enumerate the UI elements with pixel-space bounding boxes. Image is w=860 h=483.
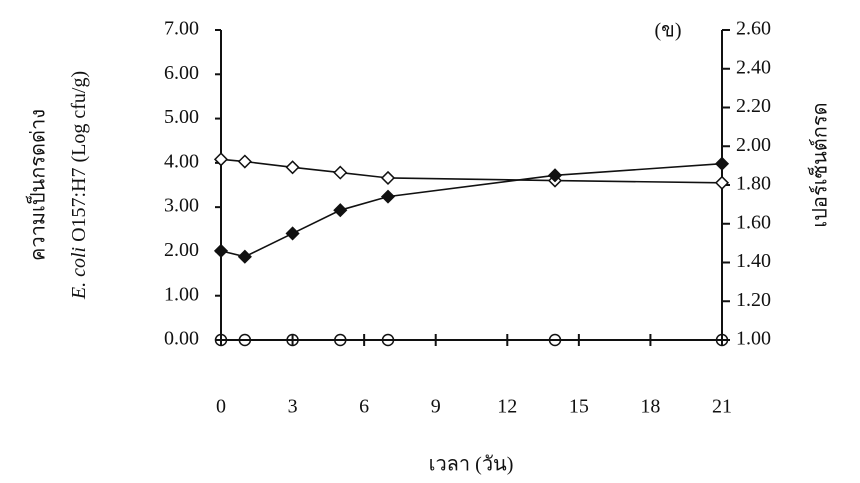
y-tick-label: 3.00 [164,195,199,217]
y-tick-label: 5.00 [164,106,199,128]
marker [716,158,728,170]
y-tick-label: 4.00 [164,150,199,172]
y-tick-label: 2.00 [164,239,199,261]
y-tick-label: 1.00 [164,283,199,305]
x-tick-label: 3 [288,396,298,418]
x-tick-label: 6 [359,396,369,418]
y2-tick-label: 1.20 [736,289,771,311]
series-line [221,159,722,182]
y2-tick-label: 1.80 [736,173,771,195]
marker [287,227,299,239]
y2-tick-label: 2.20 [736,95,771,117]
x-axis-title: เวลา (วัน) [429,454,514,476]
marker [334,167,346,179]
x-tick-label: 0 [216,396,226,418]
y2-tick-label: 2.40 [736,56,771,78]
annotation: (ข) [655,20,682,42]
chart: (ข) เวลา (วัน) ความเป็นกรดด่าง E. coli O… [0,0,860,483]
y2-tick-label: 2.00 [736,134,771,156]
x-tick-label: 15 [569,396,589,418]
marker [382,191,394,203]
marker [287,161,299,173]
marker [716,177,728,189]
marker [334,204,346,216]
y-axis-title: E. coli O157:H7 (Log cfu/g) [68,71,90,300]
marker [239,251,251,263]
y2-axis-title: เปอร์เซ็นต์กรด [807,102,832,227]
x-tick-label: 21 [712,396,732,418]
x-tick-label: 12 [497,396,517,418]
y-axis-outer-title: ความเป็นกรดด่าง [25,109,50,261]
marker [215,245,227,257]
x-tick-label: 9 [431,396,441,418]
y-tick-label: 7.00 [164,18,199,40]
marker [382,172,394,184]
y2-tick-label: 2.60 [736,18,771,40]
y-axis-title-italic: E. coli [68,247,90,300]
y2-tick-label: 1.60 [736,211,771,233]
y-tick-label: 6.00 [164,62,199,84]
y-tick-label: 0.00 [164,328,199,350]
series-line [221,164,722,257]
y-axis-title-rest: O157:H7 (Log cfu/g) [68,71,90,242]
y2-tick-label: 1.40 [736,250,771,272]
marker [239,156,251,168]
y2-tick-label: 1.00 [736,328,771,350]
x-tick-label: 18 [640,396,660,418]
